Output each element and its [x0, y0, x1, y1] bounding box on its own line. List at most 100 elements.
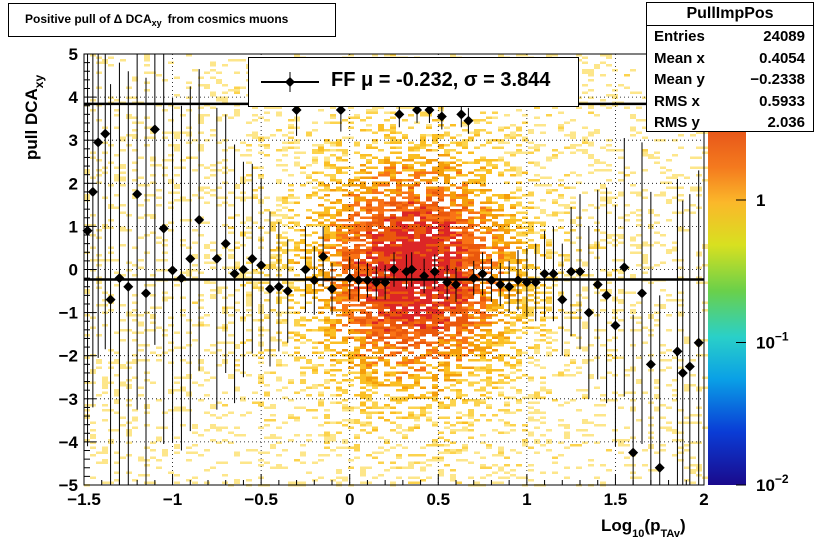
heat-cell: [456, 449, 462, 452]
heat-cell: [390, 174, 396, 177]
heat-cell: [636, 224, 642, 227]
heat-cell: [438, 469, 444, 472]
heat-cell: [606, 191, 612, 194]
heat-cell: [384, 204, 390, 207]
heat-cell: [312, 369, 318, 372]
heat-cell: [264, 424, 270, 427]
heat-cell: [510, 266, 516, 269]
heat-cell: [144, 71, 150, 74]
heat-cell: [252, 196, 258, 199]
heat-cell: [492, 201, 498, 204]
heat-cell: [246, 449, 252, 452]
heat-cell: [282, 164, 288, 167]
heat-cell: [420, 466, 426, 469]
heat-cell: [390, 446, 396, 449]
heat-cell: [450, 476, 456, 479]
heat-cell: [642, 169, 648, 172]
heat-cell: [450, 351, 456, 354]
heat-cell: [198, 116, 204, 119]
heat-cell: [390, 124, 396, 127]
heat-cell: [282, 351, 288, 354]
heat-cell: [366, 286, 372, 289]
heat-cell: [450, 234, 456, 237]
heat-cell: [468, 201, 474, 204]
heat-cell: [372, 306, 378, 309]
heat-cell: [672, 246, 678, 249]
heat-cell: [414, 304, 420, 307]
heat-cell: [528, 431, 534, 434]
heat-cell: [222, 114, 228, 117]
heat-cell: [444, 426, 450, 429]
heat-cell: [462, 209, 468, 212]
heat-cell: [564, 349, 570, 352]
heat-cell: [504, 476, 510, 479]
heat-cell: [528, 411, 534, 414]
heat-cell: [318, 264, 324, 267]
heat-cell: [456, 291, 462, 294]
heat-cell: [288, 216, 294, 219]
heat-cell: [450, 221, 456, 224]
heat-cell: [162, 454, 168, 457]
heat-cell: [660, 171, 666, 174]
heat-cell: [462, 299, 468, 302]
heat-cell: [510, 356, 516, 359]
heat-cell: [132, 179, 138, 182]
heat-cell: [360, 429, 366, 432]
heat-cell: [396, 151, 402, 154]
heat-cell: [168, 154, 174, 157]
heat-cell: [132, 294, 138, 297]
heat-cell: [456, 394, 462, 397]
heat-cell: [240, 399, 246, 402]
heat-cell: [408, 454, 414, 457]
heat-cell: [468, 289, 474, 292]
heat-cell: [366, 384, 372, 387]
heat-cell: [402, 276, 408, 279]
heat-cell: [210, 76, 216, 79]
heat-cell: [534, 244, 540, 247]
heat-cell: [504, 339, 510, 342]
heat-cell: [186, 479, 192, 482]
heat-cell: [402, 314, 408, 317]
heat-cell: [276, 106, 282, 109]
heat-cell: [426, 179, 432, 182]
heat-cell: [420, 321, 426, 324]
heat-cell: [510, 229, 516, 232]
heat-cell: [666, 314, 672, 317]
heat-cell: [480, 334, 486, 337]
heat-cell: [510, 154, 516, 157]
heat-cell: [516, 174, 522, 177]
heat-cell: [474, 129, 480, 132]
heat-cell: [132, 149, 138, 152]
heat-cell: [462, 241, 468, 244]
heat-cell: [378, 171, 384, 174]
heat-cell: [648, 156, 654, 159]
heat-cell: [204, 186, 210, 189]
heat-cell: [264, 196, 270, 199]
heat-cell: [204, 254, 210, 257]
heat-cell: [468, 211, 474, 214]
heat-cell: [402, 191, 408, 194]
heat-cell: [438, 219, 444, 222]
heat-cell: [174, 284, 180, 287]
heat-cell: [414, 241, 420, 244]
heat-cell: [432, 301, 438, 304]
heat-cell: [144, 406, 150, 409]
heat-cell: [480, 311, 486, 314]
heat-cell: [354, 291, 360, 294]
heat-cell: [492, 314, 498, 317]
heat-cell: [420, 414, 426, 417]
heat-cell: [372, 266, 378, 269]
heat-cell: [438, 244, 444, 247]
heat-cell: [408, 429, 414, 432]
heat-cell: [504, 181, 510, 184]
heat-cell: [294, 164, 300, 167]
heat-cell: [426, 161, 432, 164]
heat-cell: [444, 416, 450, 419]
heat-cell: [498, 451, 504, 454]
heat-cell: [468, 304, 474, 307]
heat-cell: [702, 301, 708, 304]
heat-cell: [486, 364, 492, 367]
heat-cell: [426, 239, 432, 242]
heat-cell: [528, 229, 534, 232]
heat-cell: [618, 179, 624, 182]
